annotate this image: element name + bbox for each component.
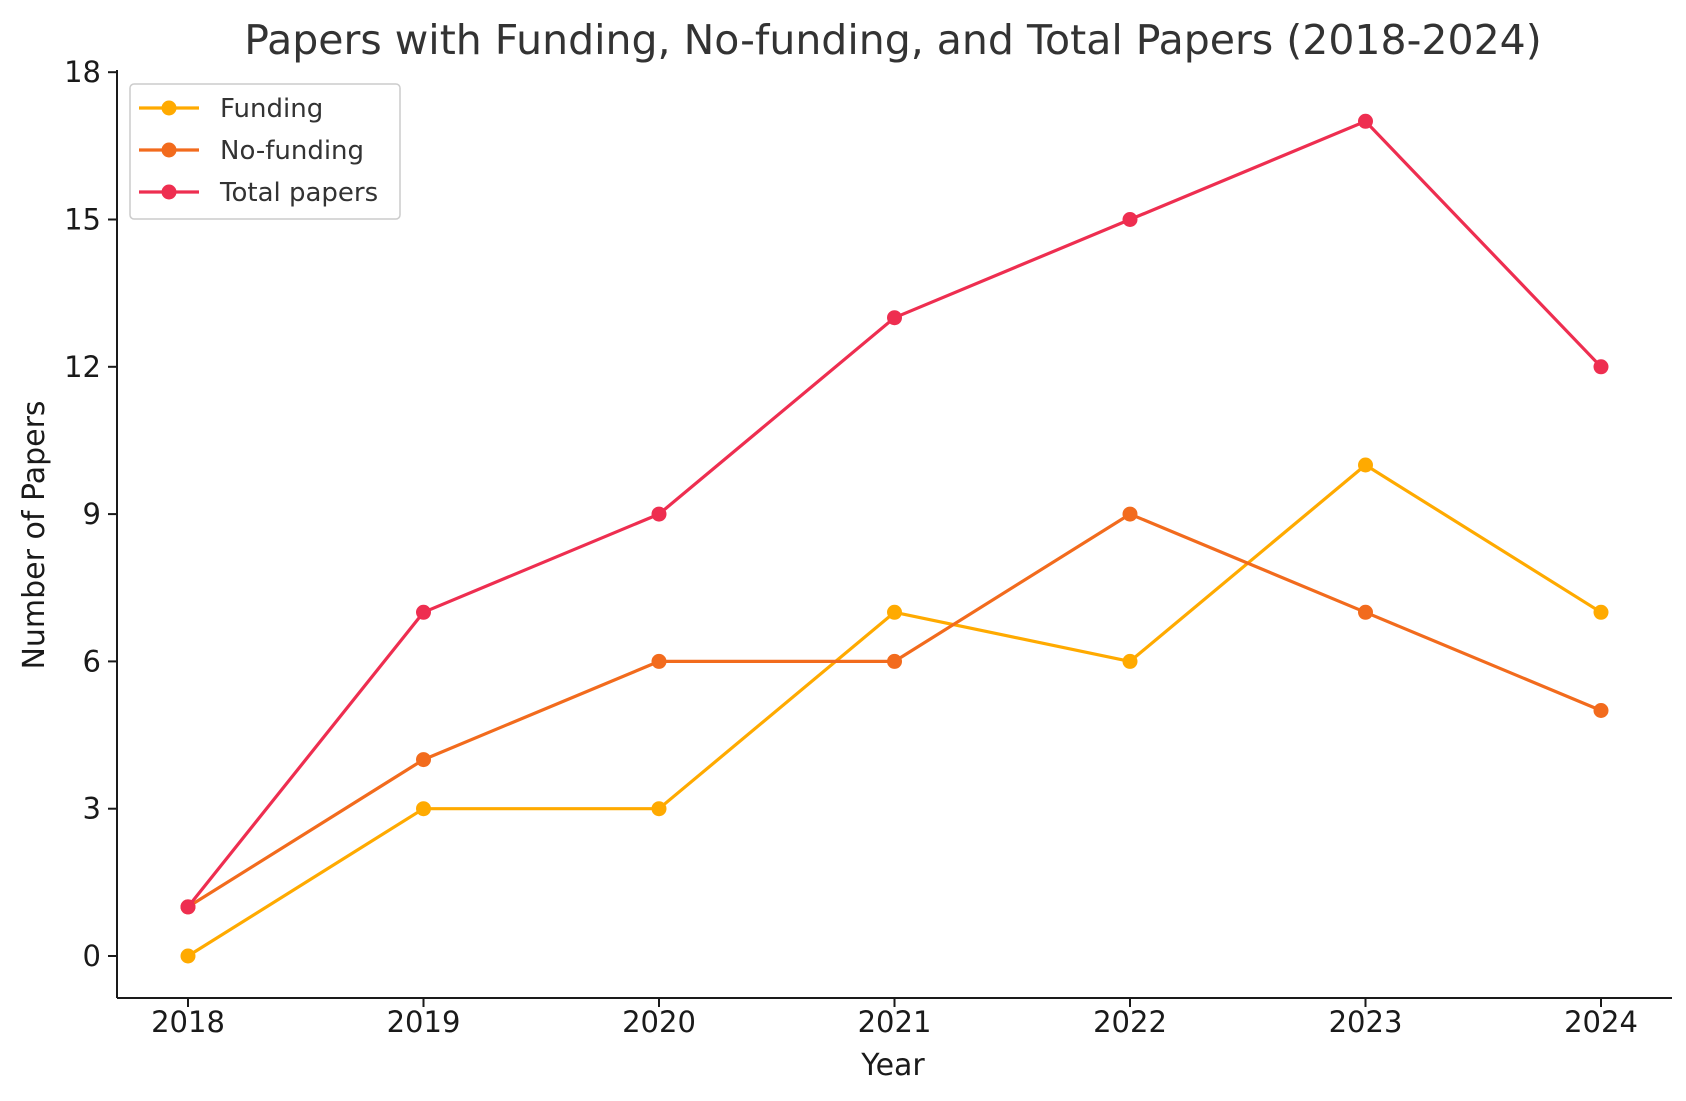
legend-item-funding: Funding: [139, 94, 323, 124]
legend-frame: [129, 83, 401, 220]
data-point-total-papers: [887, 310, 902, 326]
data-point-no-funding: [651, 653, 667, 669]
y-tick-label: 6: [83, 644, 101, 678]
series-layer: [180, 113, 1609, 964]
data-point-funding: [1593, 604, 1609, 620]
x-tick-label: 2023: [1329, 1005, 1403, 1039]
data-point-no-funding: [416, 752, 431, 768]
x-tick-label: 2024: [1564, 1005, 1638, 1039]
data-point-no-funding: [1593, 703, 1609, 718]
legend-label: Funding: [220, 94, 323, 124]
legend-swatch-marker: [161, 142, 177, 158]
data-point-total-papers: [180, 899, 196, 915]
x-axis-label: Year: [860, 1048, 925, 1083]
y-tick-label: 18: [64, 55, 101, 89]
data-point-funding: [651, 801, 667, 817]
legend-label: Total papers: [219, 178, 378, 208]
y-tick-label: 15: [64, 203, 101, 237]
series-line-funding: [187, 463, 1602, 958]
x-axis-ticks: 2018 2019 2020 2021 2022 2023 2024: [151, 998, 1638, 1039]
data-point-total-papers: [651, 506, 667, 522]
series-no-funding: [180, 506, 1609, 915]
legend: Funding No-funding Total papers: [129, 83, 401, 220]
legend-label: No-funding: [220, 136, 364, 166]
series-line-total-papers: [186, 119, 1603, 908]
data-point-funding: [1122, 653, 1138, 669]
legend-item-no-funding: No-funding: [139, 136, 364, 166]
data-point-no-funding: [1358, 604, 1373, 620]
y-tick-label: 0: [83, 939, 101, 973]
data-point-total-papers: [1358, 113, 1373, 129]
y-tick-label: 9: [83, 497, 101, 531]
y-tick-label: 3: [83, 792, 101, 826]
data-point-funding: [887, 604, 902, 620]
data-point-funding: [1358, 457, 1373, 473]
data-point-no-funding: [887, 653, 902, 669]
data-point-total-papers: [416, 604, 431, 620]
legend-swatch-marker: [161, 100, 177, 116]
legend-item-total-papers: Total papers: [139, 178, 378, 208]
data-point-no-funding: [1122, 506, 1138, 522]
data-point-total-papers: [1593, 359, 1609, 375]
legend-swatch-marker: [161, 184, 177, 200]
y-tick-label: 12: [64, 350, 101, 384]
data-point-total-papers: [1122, 212, 1138, 227]
chart-title: Papers with Funding, No-funding, and Tot…: [244, 16, 1541, 64]
series-funding: [180, 457, 1609, 964]
data-point-funding: [180, 948, 196, 964]
y-axis-ticks: 0 3 6 9 12 15 18: [64, 55, 117, 973]
x-tick-label: 2019: [387, 1005, 461, 1039]
x-tick-label: 2022: [1093, 1005, 1167, 1039]
x-tick-label: 2018: [151, 1005, 225, 1039]
x-tick-label: 2020: [622, 1005, 696, 1039]
y-axis-label: Number of Papers: [17, 400, 52, 669]
data-point-funding: [416, 801, 431, 817]
x-tick-label: 2021: [858, 1005, 932, 1039]
series-line-no-funding: [187, 512, 1602, 909]
series-total-papers: [180, 113, 1609, 915]
